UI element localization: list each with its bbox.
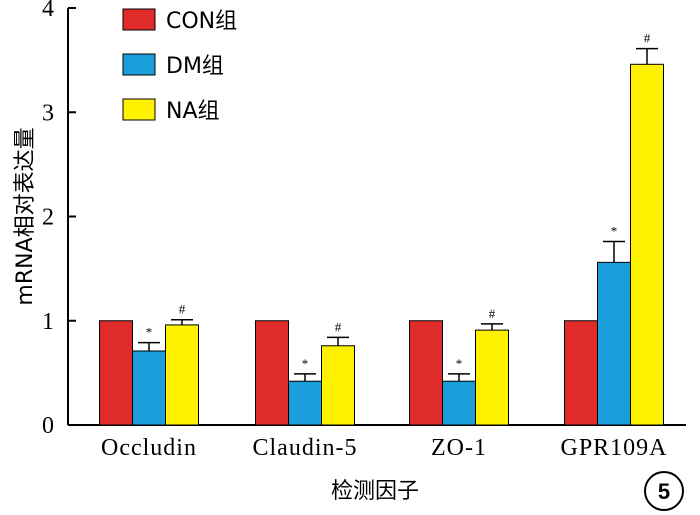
panel-number-circle <box>644 471 684 511</box>
legend-label: NA组 <box>166 99 220 124</box>
y-tick-label: 4 <box>42 0 54 22</box>
legend-swatch <box>122 53 156 76</box>
x-axis-title: 检测因子 <box>331 479 419 504</box>
bar <box>630 63 664 426</box>
y-tick-label: 3 <box>42 100 54 126</box>
legend-swatch <box>122 98 156 121</box>
y-tick-label: 1 <box>42 309 54 335</box>
significance-mark: * <box>611 224 618 239</box>
bar <box>475 329 509 426</box>
bar <box>409 320 443 426</box>
legend-swatch <box>122 8 156 31</box>
x-category-label: GPR109A <box>560 435 667 461</box>
bar <box>99 320 133 426</box>
significance-mark: # <box>179 302 186 317</box>
x-category-label: Claudin-5 <box>253 435 358 461</box>
bar <box>442 380 476 426</box>
legend-label: DM组 <box>166 54 224 79</box>
significance-mark: * <box>302 356 309 371</box>
y-tick-label: 0 <box>42 413 54 439</box>
x-category-label: Occludin <box>101 435 197 461</box>
bar <box>132 350 166 426</box>
bar <box>321 345 355 426</box>
significance-mark: * <box>146 325 153 340</box>
significance-mark: # <box>335 319 342 334</box>
bar <box>597 261 631 426</box>
significance-mark: # <box>489 306 496 321</box>
legend: CON组 DM组 NA组 <box>122 8 237 124</box>
y-axis: 0 1 2 3 4 <box>42 0 76 439</box>
legend-label: CON组 <box>166 9 237 34</box>
bar <box>564 320 598 426</box>
x-axis: Occludin Claudin-5 ZO-1 GPR109A <box>68 424 686 461</box>
bar <box>165 324 199 426</box>
significance-mark: * <box>456 356 463 371</box>
bar <box>288 380 322 426</box>
y-axis-title: mRNA相对表达量 <box>13 127 38 305</box>
y-tick-label: 2 <box>42 205 54 231</box>
significance-mark: # <box>644 31 651 46</box>
bar <box>255 320 289 426</box>
panel-number: 5 <box>658 479 670 504</box>
panel-number-badge: 5 <box>644 471 684 511</box>
bars: * # * # * # * # <box>99 31 664 426</box>
x-category-label: ZO-1 <box>431 435 487 461</box>
